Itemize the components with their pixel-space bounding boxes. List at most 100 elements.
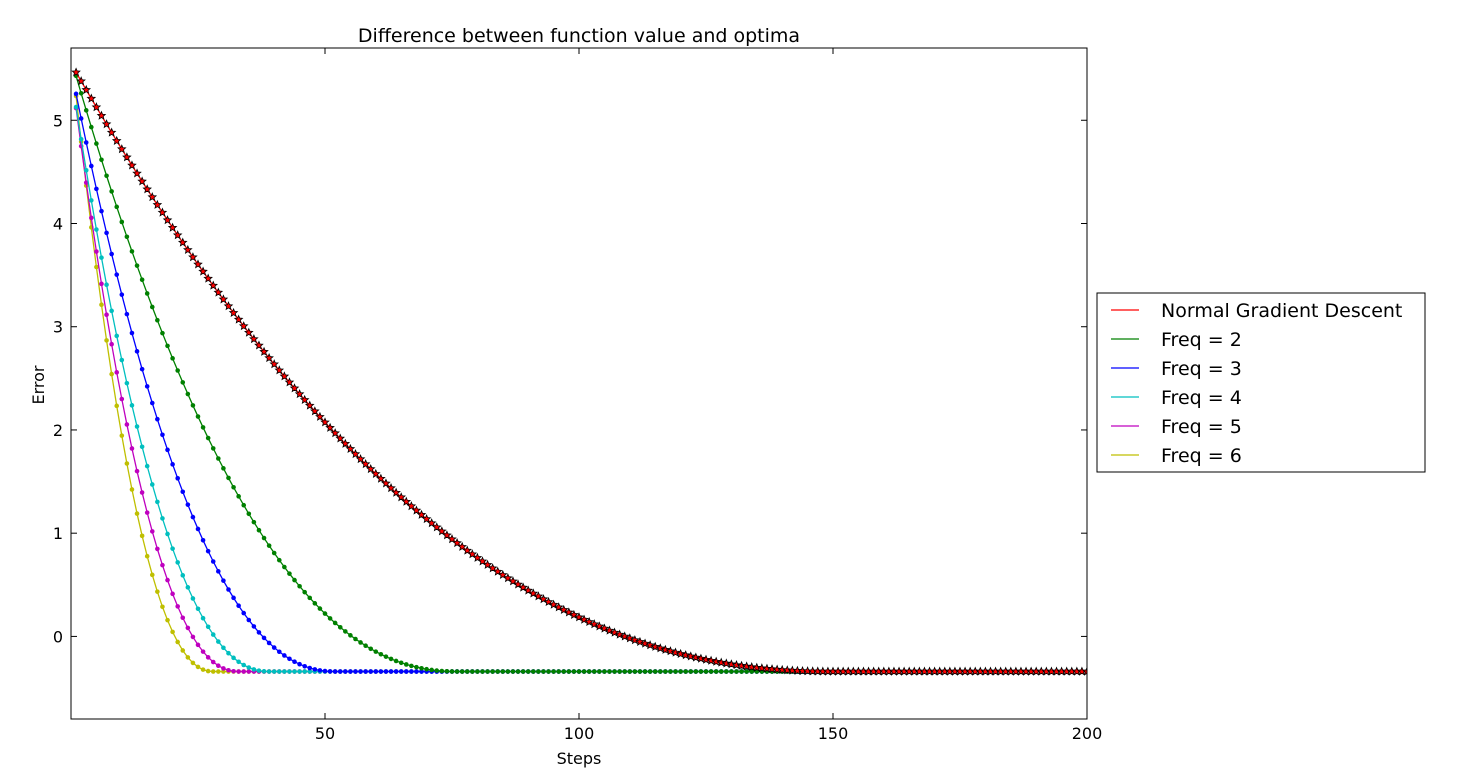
data-point	[205, 655, 211, 660]
data-point	[149, 400, 155, 406]
data-point	[398, 660, 404, 666]
data-point	[276, 557, 282, 563]
data-point	[104, 230, 109, 236]
data-point	[185, 585, 191, 590]
data-point	[282, 669, 287, 674]
data-point	[246, 665, 252, 670]
data-point	[358, 640, 363, 645]
data-point	[160, 330, 165, 336]
data-point	[459, 669, 465, 674]
data-point	[254, 340, 264, 350]
data-point	[376, 473, 386, 483]
data-point	[637, 669, 643, 674]
data-point	[114, 370, 120, 375]
data-point	[165, 343, 170, 349]
data-point	[411, 505, 422, 515]
data-point	[282, 653, 287, 658]
data-point	[718, 669, 724, 674]
data-point	[180, 380, 186, 385]
data-point	[78, 90, 84, 96]
data-point	[208, 280, 219, 290]
series-line	[75, 72, 1087, 673]
data-point	[134, 263, 140, 268]
data-point	[167, 222, 178, 232]
data-point	[256, 668, 262, 673]
data-point	[195, 606, 201, 612]
data-point	[71, 67, 81, 77]
data-point	[117, 144, 127, 154]
data-point	[655, 643, 666, 653]
data-point	[226, 475, 231, 481]
data-point	[165, 447, 170, 453]
data-point	[693, 669, 699, 674]
data-point	[345, 443, 356, 453]
data-point	[76, 76, 86, 86]
data-point	[251, 519, 257, 525]
data-point	[104, 338, 109, 343]
data-point	[721, 658, 732, 668]
data-point	[729, 669, 734, 674]
data-point	[78, 136, 84, 142]
data-point	[119, 396, 125, 402]
data-point	[386, 483, 396, 493]
data-point	[223, 301, 234, 311]
data-point	[691, 652, 701, 662]
data-point	[155, 546, 160, 552]
data-point	[259, 346, 269, 356]
data-point	[472, 552, 483, 562]
data-point	[475, 669, 480, 674]
data-point	[89, 215, 94, 221]
data-point	[307, 669, 313, 674]
data-point	[480, 669, 485, 674]
data-point	[119, 433, 125, 438]
data-point	[464, 669, 470, 674]
data-point	[238, 321, 249, 331]
data-point	[470, 669, 475, 674]
data-point	[350, 449, 361, 459]
data-point	[155, 499, 160, 505]
data-point	[213, 287, 224, 297]
data-point	[447, 534, 457, 544]
data-point	[109, 308, 114, 314]
data-point	[180, 648, 186, 653]
chart-title: Difference between function value and op…	[358, 25, 800, 47]
data-point	[706, 655, 716, 665]
data-point	[696, 653, 706, 663]
data-point	[205, 624, 211, 630]
data-point	[119, 292, 125, 297]
data-point	[325, 422, 335, 432]
data-point	[144, 553, 150, 559]
data-point	[340, 438, 351, 448]
data-point	[757, 663, 767, 673]
data-point	[226, 587, 231, 592]
y-axis-label: Error	[29, 365, 48, 404]
data-point	[530, 669, 536, 674]
data-point	[210, 446, 216, 451]
data-point	[185, 502, 191, 507]
data-point	[233, 314, 244, 324]
data-point	[149, 529, 155, 534]
data-point	[226, 650, 231, 656]
data-point	[165, 531, 170, 537]
y-tick-label: 4	[53, 214, 63, 233]
data-point	[134, 424, 140, 429]
data-point	[274, 365, 285, 375]
data-point	[241, 669, 247, 674]
data-point	[94, 186, 99, 192]
data-point	[327, 616, 333, 621]
data-point	[205, 435, 211, 441]
data-point	[627, 669, 633, 674]
data-point	[322, 611, 328, 616]
data-point	[198, 266, 208, 276]
data-point	[383, 669, 389, 674]
data-point	[99, 302, 104, 308]
data-point	[482, 559, 493, 569]
data-point	[716, 657, 727, 667]
data-point	[381, 478, 391, 488]
data-point	[358, 669, 363, 674]
data-point	[155, 416, 160, 422]
data-point	[505, 669, 511, 674]
data-point	[368, 669, 374, 674]
data-point	[210, 559, 216, 564]
data-point	[510, 669, 516, 674]
